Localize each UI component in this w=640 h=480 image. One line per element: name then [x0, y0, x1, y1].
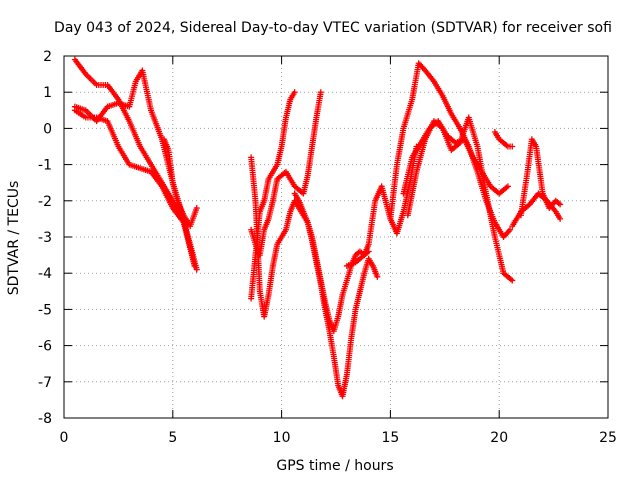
series-track-15 — [517, 136, 564, 219]
y-tick-label: -2 — [38, 194, 52, 210]
y-tick-label: 0 — [43, 121, 52, 137]
y-axis-label: SDTVAR / TECUs — [6, 181, 22, 296]
y-tick-label: -8 — [38, 411, 52, 427]
x-tick-label: 25 — [599, 430, 617, 446]
x-tick-label: 15 — [381, 430, 399, 446]
x-tick-label: 20 — [490, 430, 508, 446]
y-tick-label: -5 — [38, 302, 52, 318]
x-axis-label: GPS time / hours — [276, 458, 393, 474]
series-track-8 — [291, 190, 381, 400]
y-tick-label: 2 — [43, 49, 52, 65]
axis-ticks: 0 5 10 15 20 25 -8 -7 -6 -5 -4 -3 -2 -1 0 1 2 — [38, 49, 617, 446]
data-point — [509, 143, 516, 150]
x-tick-label: 5 — [168, 430, 177, 446]
y-tick-label: -6 — [38, 339, 52, 355]
series-track-12 — [404, 114, 516, 284]
data-point — [193, 205, 200, 212]
series-track-6 — [248, 89, 324, 259]
y-tick-label: -3 — [38, 230, 52, 246]
data-point — [507, 226, 514, 233]
data-point — [509, 277, 516, 284]
data-point — [557, 201, 564, 208]
data-point — [291, 89, 298, 96]
data-point — [504, 183, 511, 190]
y-tick-label: 1 — [43, 85, 52, 101]
data-point — [557, 215, 564, 222]
data-point — [317, 89, 324, 96]
series-track-4 — [161, 136, 200, 230]
data-point — [374, 273, 381, 280]
data-point — [193, 266, 200, 273]
y-tick-label: -4 — [38, 266, 52, 282]
data-series — [71, 56, 564, 400]
x-tick-label: 0 — [60, 430, 69, 446]
chart-title: Day 043 of 2024, Sidereal Day-to-day VTE… — [54, 20, 612, 36]
x-tick-label: 10 — [273, 430, 291, 446]
y-tick-label: -1 — [38, 158, 52, 174]
series-track-3 — [71, 107, 200, 273]
series-track-13 — [491, 129, 516, 150]
y-tick-label: -7 — [38, 375, 52, 391]
